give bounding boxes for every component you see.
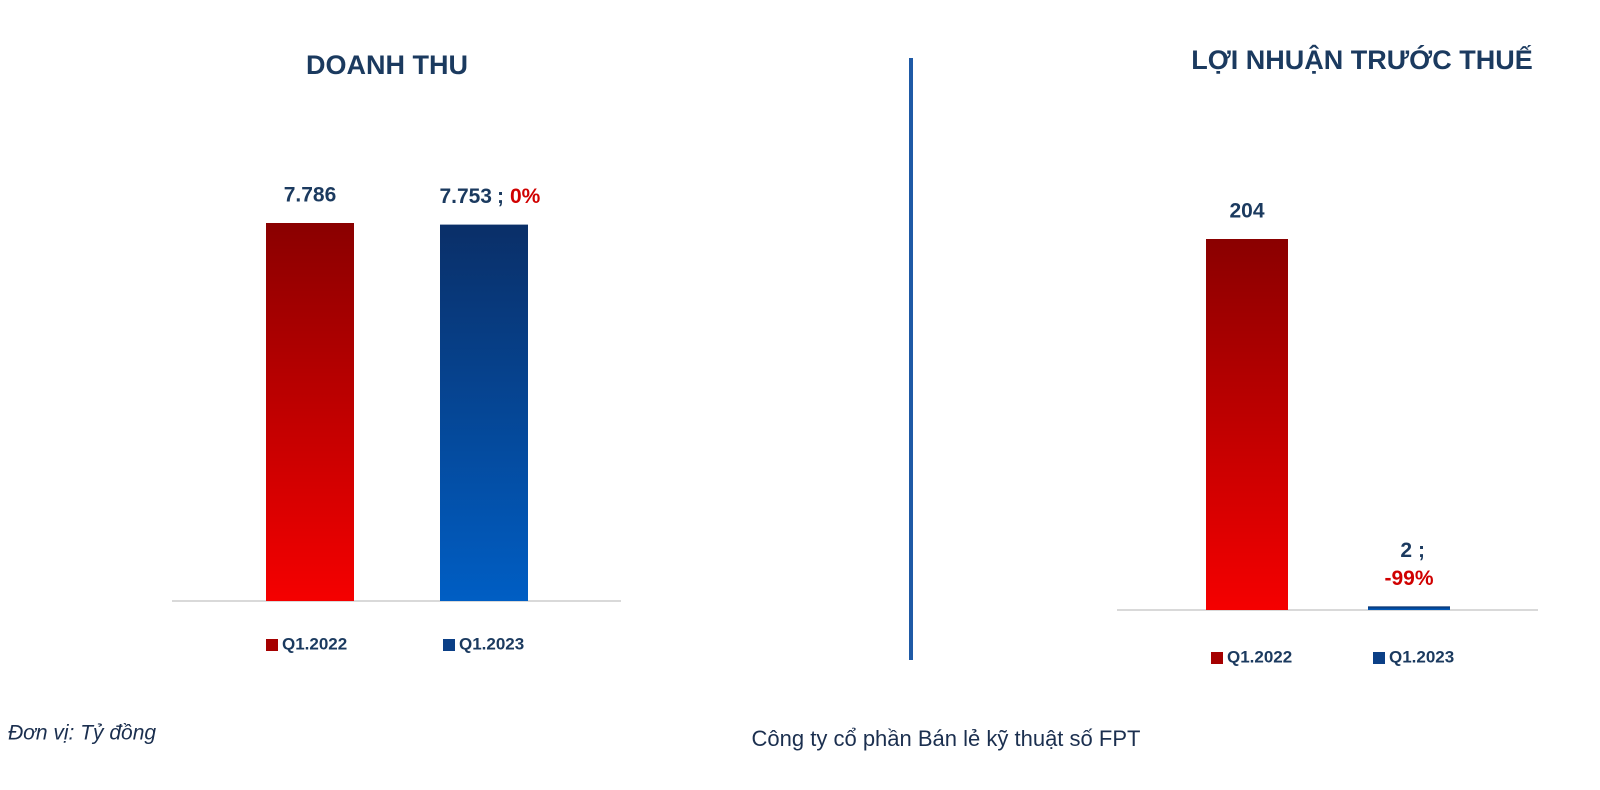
legend-swatch	[266, 639, 278, 651]
data-label: 7.753	[439, 185, 492, 208]
chart-title: LỢI NHUẬN TRƯỚC THUẾ	[1191, 44, 1532, 75]
legend-label: Q1.2022	[1227, 647, 1292, 666]
bar	[266, 223, 354, 601]
legend-label: Q1.2023	[459, 634, 524, 653]
legend-swatch	[443, 639, 455, 651]
bar	[1206, 239, 1288, 610]
bar	[1368, 606, 1450, 610]
legend-label: Q1.2023	[1389, 647, 1454, 666]
company-name: Công ty cổ phần Bán lẻ kỹ thuật số FPT	[752, 726, 1141, 751]
label-separator: ;	[497, 185, 504, 208]
change-label: -99%	[1384, 567, 1433, 590]
bar	[440, 224, 528, 601]
legend-swatch	[1211, 652, 1223, 664]
label-separator: ;	[1418, 539, 1425, 562]
chart-title: DOANH THU	[306, 50, 468, 80]
change-label: 0%	[510, 185, 541, 208]
data-label: 7.786	[284, 184, 337, 207]
unit-note: Đơn vị: Tỷ đồng	[8, 722, 156, 745]
legend-swatch	[1373, 652, 1385, 664]
legend-label: Q1.2022	[282, 634, 347, 653]
data-label: 2	[1400, 539, 1412, 562]
data-label: 204	[1229, 200, 1264, 223]
